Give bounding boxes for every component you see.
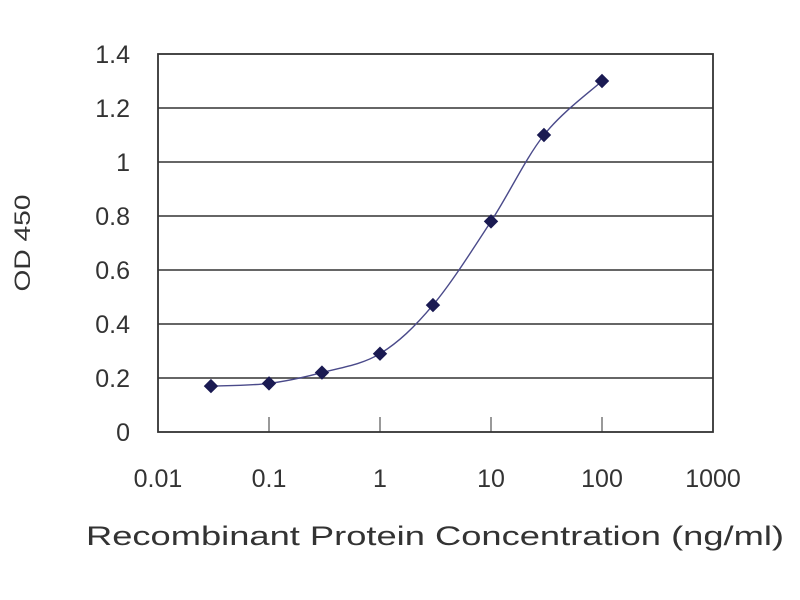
svg-text:OD 450: OD 450	[10, 195, 35, 292]
svg-text:Recombinant Protein Concentrat: Recombinant Protein Concentration (ng/ml…	[86, 521, 784, 551]
svg-text:0.01: 0.01	[134, 465, 183, 493]
svg-text:0.2: 0.2	[95, 365, 130, 393]
svg-text:1: 1	[373, 465, 387, 493]
svg-text:10: 10	[477, 465, 505, 493]
svg-text:0.4: 0.4	[95, 311, 130, 339]
svg-text:0.8: 0.8	[95, 203, 130, 231]
svg-text:0: 0	[116, 419, 130, 447]
svg-text:1: 1	[116, 149, 130, 177]
svg-text:0.6: 0.6	[95, 257, 130, 285]
svg-text:100: 100	[581, 465, 623, 493]
svg-text:1.2: 1.2	[95, 95, 130, 123]
svg-text:0.1: 0.1	[252, 465, 287, 493]
svg-text:1000: 1000	[685, 465, 741, 493]
svg-text:1.4: 1.4	[95, 41, 130, 69]
